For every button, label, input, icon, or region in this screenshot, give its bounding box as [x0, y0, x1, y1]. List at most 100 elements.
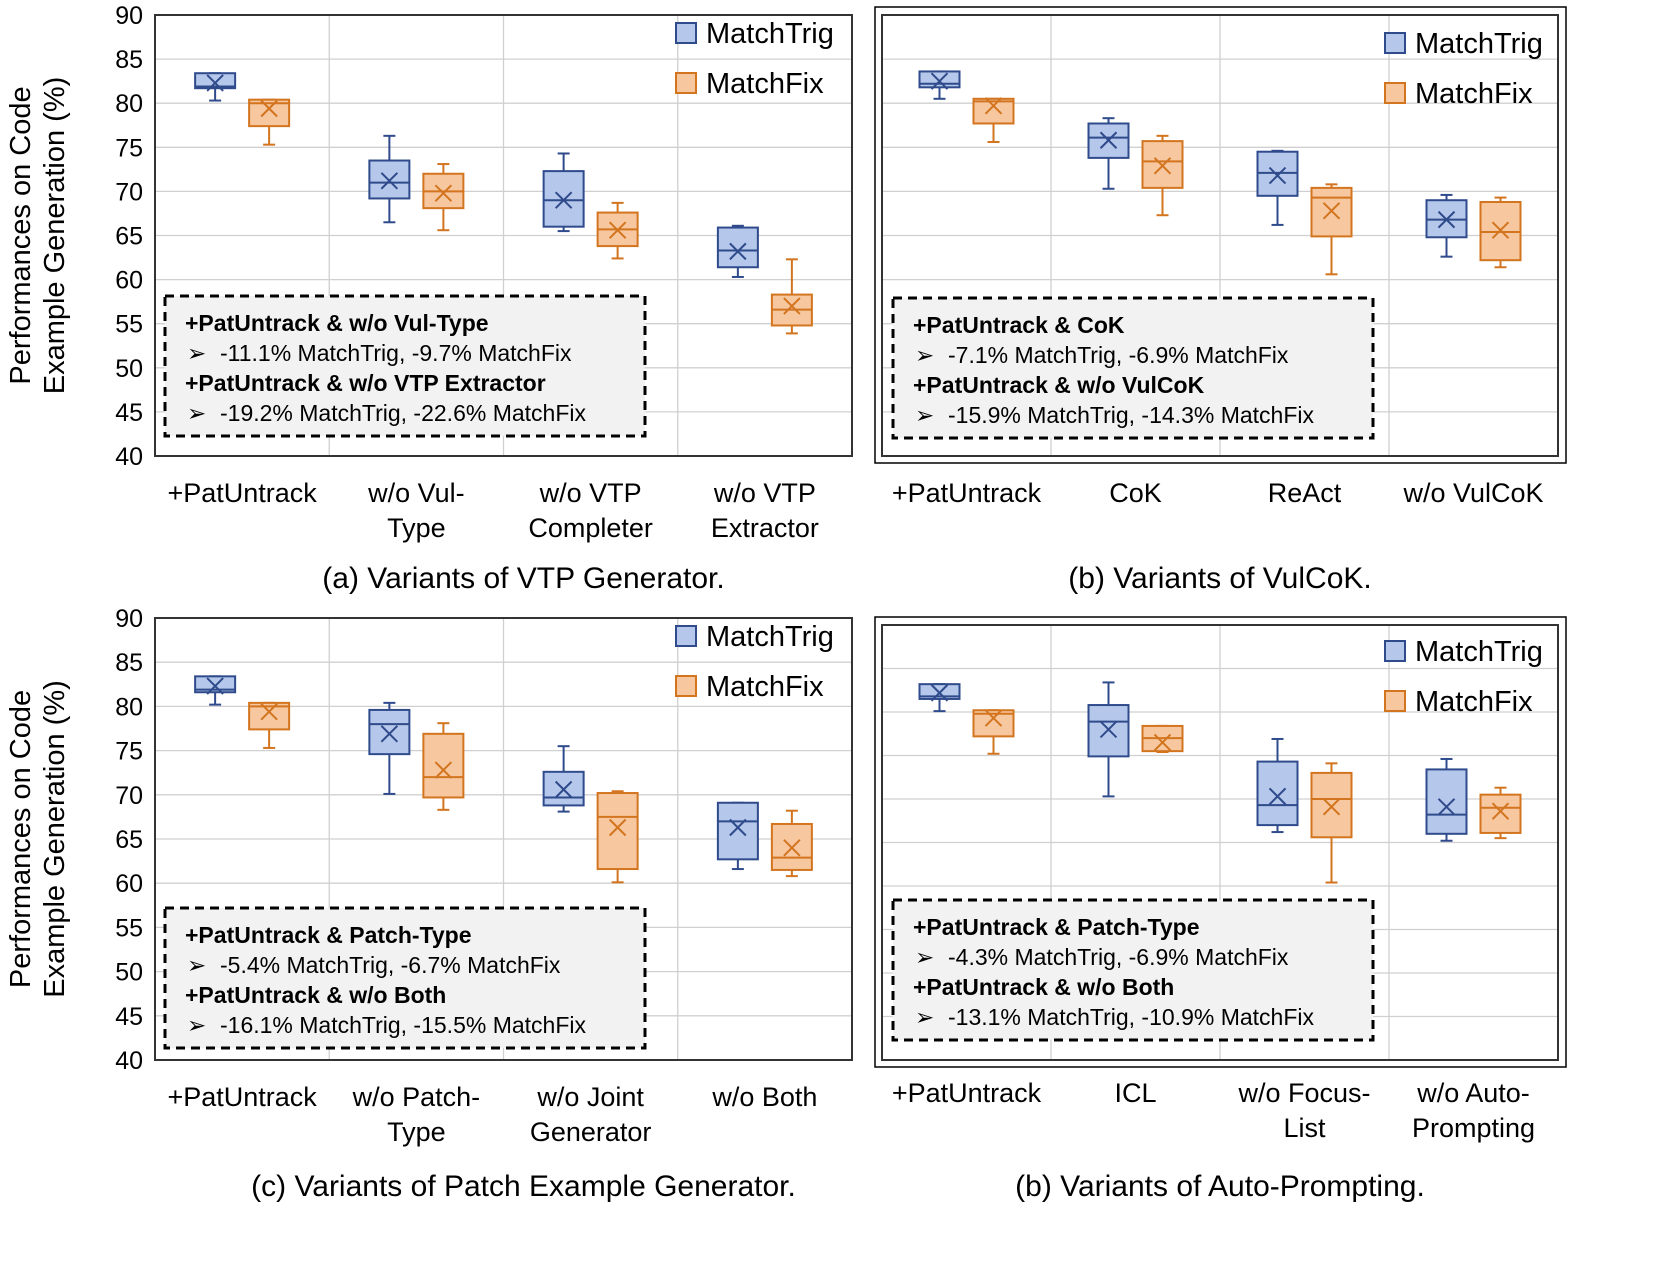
box-matchfix-3	[596, 201, 639, 260]
mean-marker	[554, 780, 573, 799]
y-tick-label: 90	[115, 605, 143, 633]
x-category-label: w/o Auto- Prompting	[1412, 1078, 1535, 1143]
annotation-bullet-icon: ➢	[915, 342, 934, 368]
annotation-box: +PatUntrack & Patch-Type ➢ -4.3% MatchTrig…	[891, 898, 1375, 1042]
legend-swatch-matchtrig	[1384, 640, 1406, 662]
annotation-text: -7.1% MatchTrig, -6.9% MatchFix	[948, 342, 1289, 368]
box-matchtrig-1	[918, 70, 961, 100]
x-category-label-line: Type	[387, 513, 446, 543]
box-matchtrig-1	[194, 72, 237, 102]
box-matchfix-2	[422, 163, 465, 232]
x-category-label-line: w/o Vul-	[367, 478, 465, 508]
x-category-label-line: w/o Both	[711, 1082, 817, 1112]
x-category-label-line: List	[1283, 1113, 1326, 1143]
mean-marker	[1153, 157, 1172, 175]
y-tick-label: 70	[115, 178, 143, 206]
x-category-label: +PatUntrack	[167, 1082, 317, 1112]
box-iqr	[1310, 771, 1353, 839]
x-category-label-line: w/o Patch-	[352, 1082, 481, 1112]
x-category-label: w/o VulCoK	[1402, 478, 1543, 508]
x-category-label-line: +PatUntrack	[167, 1082, 317, 1112]
box-matchfix-2	[1141, 134, 1184, 217]
box-matchtrig-2	[368, 701, 411, 795]
box-matchtrig-1	[918, 683, 961, 713]
y-tick-label: 50	[115, 355, 143, 383]
legend-label-matchtrig: MatchTrig	[706, 18, 834, 50]
annotation-heading: +PatUntrack & Patch-Type	[185, 922, 472, 948]
box-matchfix-4	[1479, 786, 1522, 840]
box-iqr	[368, 159, 411, 200]
x-category-label: w/o Vul- Type	[367, 478, 465, 543]
annotation-box: +PatUntrack & Patch-Type ➢ -5.4% MatchTrig…	[163, 906, 647, 1050]
x-category-label: w/o Both	[711, 1082, 817, 1112]
legend-swatch-matchfix	[1384, 82, 1406, 104]
annotation-bullet-icon: ➢	[915, 944, 934, 970]
y-tick-label: 75	[115, 134, 143, 162]
mean-marker	[1099, 720, 1118, 739]
mean-marker	[1437, 210, 1456, 229]
box-iqr	[716, 801, 759, 861]
plot-area	[881, 14, 1559, 457]
plot-area	[154, 617, 853, 1061]
x-category-label-line: CoK	[1109, 478, 1162, 508]
annotation-box: +PatUntrack & w/o Vul-Type ➢ -11.1% MatchT…	[163, 294, 647, 438]
y-axis-label: Performances on CodeExample Generation (…	[5, 77, 71, 395]
x-category-label: w/o Focus- List	[1237, 1078, 1370, 1143]
box-iqr	[194, 72, 237, 90]
annotation-heading: +PatUntrack & w/o VulCoK	[913, 372, 1205, 398]
mean-marker	[1268, 787, 1287, 806]
mean-marker	[1491, 802, 1510, 820]
x-category-label: +PatUntrack	[892, 1078, 1042, 1108]
annotation-heading: +PatUntrack & w/o VTP Extractor	[185, 370, 546, 396]
mean-marker	[1491, 221, 1510, 239]
mean-marker	[930, 684, 949, 702]
mean-marker	[1322, 798, 1341, 816]
y-tick-label: 70	[115, 782, 143, 810]
x-category-label: w/o VTP Extractor	[711, 478, 819, 543]
box-matchtrig-3	[542, 745, 585, 813]
annotation-frame	[891, 898, 1375, 1042]
panel-frame	[874, 616, 1567, 1068]
x-category-label: ICL	[1114, 1078, 1156, 1108]
x-category-label-line: ICL	[1114, 1078, 1156, 1108]
box-matchtrig-3	[542, 152, 585, 233]
annotation-bullet-icon: ➢	[187, 1012, 206, 1038]
annotation-bullet-icon: ➢	[187, 340, 206, 366]
box-iqr	[194, 675, 237, 694]
box-iqr	[1479, 793, 1522, 834]
x-category-label: w/o VTP Completer	[528, 478, 653, 543]
mean-marker	[260, 702, 278, 721]
x-category-label: +PatUntrack	[167, 478, 317, 508]
annotation-bullet-icon: ➢	[187, 952, 206, 978]
legend-label-matchtrig: MatchTrig	[1415, 28, 1543, 60]
legend-swatch-matchfix	[675, 675, 697, 697]
mean-marker	[783, 839, 801, 857]
box-matchfix-4	[770, 809, 813, 878]
y-tick-label: 65	[115, 223, 143, 251]
x-category-label-line: w/o VTP	[539, 478, 642, 508]
box-iqr	[422, 732, 465, 799]
box-matchfix-1	[972, 97, 1015, 144]
x-category-label-line: Generator	[530, 1117, 652, 1147]
box-matchtrig-1	[194, 675, 237, 706]
annotation-heading: +PatUntrack & w/o Both	[913, 974, 1174, 1000]
x-category-label-line: +PatUntrack	[892, 1078, 1042, 1108]
x-category-label: w/o Joint Generator	[530, 1082, 652, 1147]
mean-marker	[554, 191, 573, 209]
box-iqr	[1425, 768, 1468, 835]
box-matchfix-1	[972, 709, 1015, 755]
box-matchfix-3	[1310, 183, 1353, 276]
mean-marker	[984, 709, 1003, 727]
chart-panel-1: 90 85 80 75 70 65 60 55 50 45 40 Performances on Co…	[5, 2, 853, 595]
box-matchtrig-4	[716, 224, 759, 278]
mean-marker	[608, 221, 627, 239]
x-category-label-line: +PatUntrack	[167, 478, 317, 508]
annotation-bullet-icon: ➢	[915, 402, 934, 428]
y-axis-label-line: Example Generation (%)	[39, 680, 71, 998]
y-tick-label: 60	[115, 267, 143, 295]
box-matchtrig-3	[1256, 737, 1299, 834]
mean-marker	[1322, 202, 1341, 220]
panel-frame	[874, 6, 1567, 464]
mean-marker	[1153, 733, 1172, 752]
